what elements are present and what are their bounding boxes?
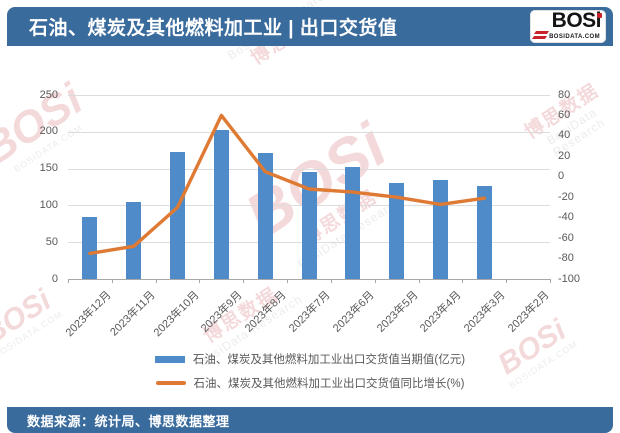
x-axis-label: 2023年2月 — [506, 289, 552, 335]
y-axis-label-right: 80 — [558, 88, 571, 101]
legend: 石油、煤炭及其他燃料加工业出口交货值当期值(亿元) 石油、煤炭及其他燃料加工业出… — [0, 351, 620, 391]
y-axis-label-left: 0 — [51, 272, 58, 285]
x-axis-tick — [111, 279, 113, 283]
legend-label: 石油、煤炭及其他燃料加工业出口交货值同比增长(%) — [193, 378, 465, 390]
grid-line — [68, 168, 550, 170]
legend-swatch-line — [155, 381, 186, 385]
x-axis-line — [68, 279, 550, 280]
x-axis-tick — [287, 279, 289, 283]
x-axis-tick — [550, 279, 551, 283]
y-axis-label-right: 0 — [558, 170, 565, 183]
x-axis-tick — [374, 279, 376, 283]
footer-bar: 数据来源：统计局、博思数据整理 — [7, 407, 613, 433]
y-axis-label-left: 200 — [39, 125, 58, 138]
bar — [345, 167, 361, 279]
legend-item-line-series: 石油、煤炭及其他燃料加工业出口交货值同比增长(%) — [155, 375, 465, 391]
y-axis-label-right: -100 — [558, 272, 581, 285]
y-axis-label-left: 100 — [39, 198, 58, 211]
x-axis-label: 2023年11月 — [107, 289, 158, 339]
x-axis-tick — [506, 279, 508, 283]
x-axis-label: 2023年9月 — [199, 289, 245, 335]
x-axis-label: 2023年12月 — [63, 289, 114, 340]
bar — [476, 186, 492, 279]
bar — [170, 151, 186, 279]
bar — [213, 130, 229, 279]
legend-label: 石油、煤炭及其他燃料加工业出口交货值当期值(亿元) — [192, 354, 466, 366]
legend-swatch-bar — [154, 355, 185, 363]
y-axis-label-right: -40 — [558, 211, 574, 224]
x-axis-label: 2023年8月 — [243, 289, 289, 335]
logo-red-dot-icon — [597, 13, 602, 18]
x-axis-label: 2023年5月 — [374, 289, 421, 335]
y-axis-label-right: -20 — [558, 190, 574, 203]
header-bar: 石油、煤炭及其他燃料加工业 | 出口交货值 BOSi BOSIDATA.COM — [7, 7, 613, 46]
x-axis-label: 2023年7月 — [286, 289, 333, 335]
bosi-logo: BOSi BOSIDATA.COM — [530, 10, 606, 43]
y-axis-label-left: 250 — [39, 88, 58, 101]
page-title: 石油、煤炭及其他燃料加工业 | 出口交货值 — [29, 18, 398, 39]
bar — [301, 171, 317, 279]
logo-stripe-icon — [533, 31, 550, 34]
x-axis-tick — [199, 279, 201, 283]
y-axis-label-left: 150 — [39, 162, 58, 175]
y-axis-label-right: 20 — [558, 149, 571, 162]
grid-line — [68, 131, 550, 133]
bar — [126, 201, 142, 279]
x-axis-tick — [418, 279, 420, 283]
y-axis-label-right: -60 — [558, 231, 574, 244]
x-axis-tick — [462, 279, 464, 283]
x-axis-label: 2023年6月 — [330, 289, 377, 335]
logo-brand-text: BOSi — [551, 10, 602, 32]
y-axis-label-right: 60 — [558, 108, 571, 121]
y-axis-label-right: 40 — [558, 129, 571, 142]
x-axis-tick — [155, 279, 157, 283]
logo-stripe-icon — [531, 36, 548, 39]
bar — [432, 180, 448, 279]
y-axis-label-left: 50 — [45, 235, 58, 248]
x-axis-label: 2023年4月 — [418, 289, 465, 335]
source-text: 数据来源：统计局、博思数据整理 — [27, 413, 230, 429]
chart-area: 0 50 100 150 200 250 -100 -80 -60 -40 -20 0 20 40 60 80… — [0, 46, 620, 346]
x-axis-tick — [330, 279, 332, 283]
x-axis-tick — [243, 279, 245, 283]
x-axis-label: 2023年3月 — [462, 289, 508, 335]
grid-line — [68, 95, 550, 96]
x-axis-label: 2023年10月 — [151, 289, 202, 340]
bar — [257, 153, 273, 279]
bar — [389, 182, 405, 279]
y-axis-label-right: -80 — [558, 252, 574, 265]
logo-site-text: BOSIDATA.COM — [549, 34, 600, 40]
legend-item-bar-series: 石油、煤炭及其他燃料加工业出口交货值当期值(亿元) — [154, 351, 466, 367]
x-axis-tick — [68, 279, 69, 283]
line-series-path — [88, 113, 486, 256]
bar — [82, 217, 98, 279]
